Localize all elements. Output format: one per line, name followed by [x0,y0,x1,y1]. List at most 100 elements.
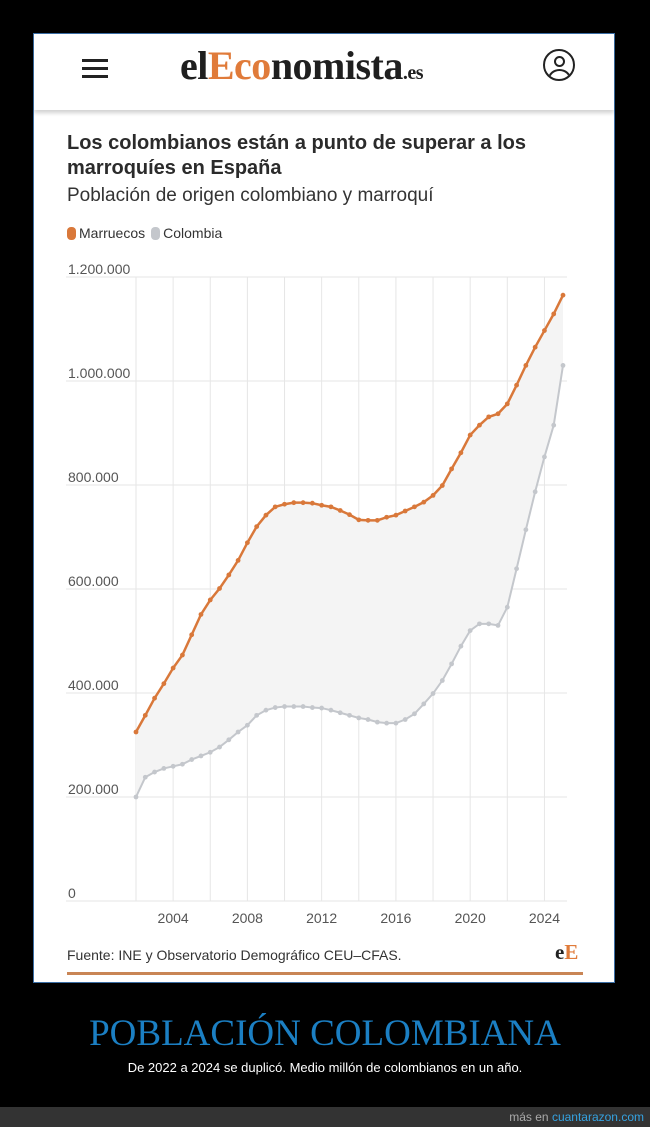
legend-label: Marruecos [79,225,146,241]
area-between-series [136,295,563,797]
y-tick-label: 400.000 [68,677,119,693]
legend-item-marruecos[interactable]: Marruecos [67,225,145,241]
site-logo[interactable]: elEconomista.es [180,43,424,88]
x-tick-label: 2020 [455,910,486,926]
data-point-marruecos [384,514,390,520]
legend-swatch [67,226,76,240]
data-point-marruecos [439,483,445,488]
footer-link[interactable]: cuantarazon.com [551,1110,644,1124]
source-logo: eE [555,940,579,964]
x-tick-label: 2024 [529,910,560,926]
data-point-marruecos [402,508,408,514]
footer-text: más en cuantarazon.com [509,1110,644,1124]
caption-subtitle: De 2022 a 2024 se duplicó. Medio millón … [127,1060,523,1075]
legend-swatch [151,226,161,240]
data-point-colombia [244,722,250,728]
data-point-colombia [300,704,306,709]
data-point-marruecos [142,712,148,718]
data-point-colombia [319,705,325,711]
data-point-colombia [161,766,167,771]
user-circle-icon[interactable] [543,49,575,81]
data-point-marruecos [356,517,362,523]
data-point-colombia [226,737,232,743]
legend-item-colombia[interactable]: Colombia [151,225,222,241]
data-point-colombia [365,717,371,722]
data-point-colombia [337,710,343,716]
data-point-colombia [439,678,445,683]
data-point-colombia [198,753,204,759]
data-point-marruecos [337,508,343,513]
data-point-colombia [477,621,482,627]
data-point-marruecos [198,612,204,617]
data-point-marruecos [207,597,213,603]
data-point-marruecos [421,499,427,505]
data-point-marruecos [412,504,417,510]
data-point-marruecos [347,512,352,518]
site-header: elEconomista.es [34,34,614,110]
data-point-marruecos [282,501,287,507]
data-point-colombia [272,705,278,710]
data-point-marruecos [309,500,315,506]
data-point-marruecos [244,540,250,546]
data-point-marruecos [495,411,501,417]
data-point-marruecos [152,695,157,701]
data-point-colombia [133,794,139,800]
data-point-marruecos [365,517,371,523]
y-tick-label: 600.000 [68,573,119,589]
data-point-marruecos [393,512,399,518]
data-point-marruecos [263,512,269,518]
line-chart: 0 200.000 400.000 600.000 800.000 1.000.000 1.… [66,261,567,926]
data-point-colombia [291,704,297,709]
data-point-colombia [514,566,519,572]
data-point-marruecos [300,500,306,506]
data-point-colombia [495,623,501,628]
data-point-colombia [560,363,566,368]
data-point-marruecos [374,517,380,523]
data-point-marruecos [217,586,222,591]
y-tick-label: 0 [68,885,76,901]
data-point-marruecos [291,500,297,506]
data-point-marruecos [254,524,260,529]
data-point-colombia [282,704,287,709]
data-point-marruecos [272,504,278,510]
y-tick-label: 800.000 [68,469,119,485]
data-point-marruecos [170,665,176,671]
y-tick-label: 200.000 [68,781,119,797]
chart-source: Fuente: INE y Observatorio Demográfico C… [67,947,402,963]
data-point-marruecos [161,681,167,687]
data-point-marruecos [514,382,519,388]
data-point-marruecos [189,632,195,638]
data-point-marruecos [180,652,185,658]
data-point-colombia [412,711,417,717]
data-point-marruecos [551,311,557,317]
data-point-marruecos [532,344,538,350]
x-tick-label: 2012 [306,910,337,926]
divider [67,972,583,975]
data-point-marruecos [235,558,241,563]
data-point-marruecos [430,493,436,498]
data-point-colombia [430,691,436,696]
data-point-marruecos [467,432,473,438]
data-point-colombia [309,705,315,710]
data-point-colombia [384,720,390,726]
legend-label: Colombia [163,225,223,241]
data-point-colombia [235,729,241,735]
data-point-colombia [542,454,547,460]
data-point-colombia [402,717,408,722]
data-point-marruecos [328,504,334,510]
x-tick-label: 2016 [380,910,411,926]
hamburger-icon[interactable] [82,59,108,79]
data-point-colombia [458,643,464,649]
data-point-colombia [374,719,380,725]
x-tick-label: 2008 [232,910,263,926]
y-tick-label: 1.000.000 [68,365,130,381]
data-point-marruecos [523,363,529,368]
data-point-colombia [486,621,492,627]
x-tick-label: 2004 [158,910,189,926]
data-point-marruecos [504,401,510,407]
data-point-colombia [328,707,334,713]
data-point-colombia [421,701,427,707]
data-point-colombia [449,661,455,667]
data-point-colombia [142,774,148,780]
data-point-marruecos [477,422,482,428]
